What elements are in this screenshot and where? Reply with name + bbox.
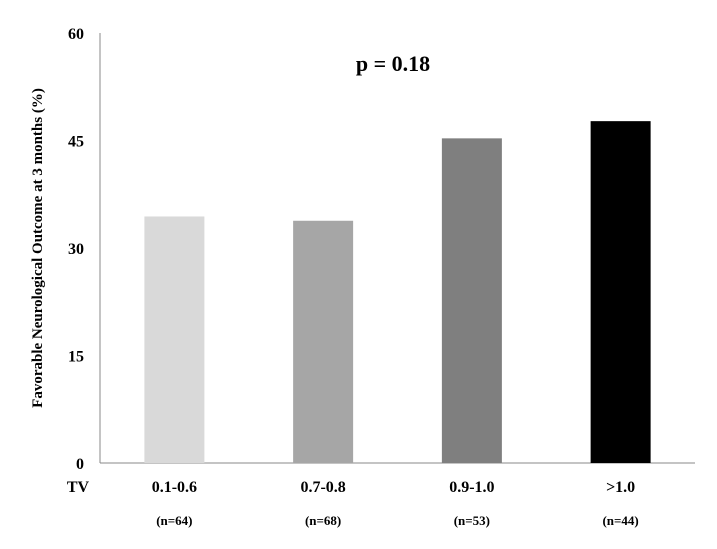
y-ticks: 0 15 30 45 60	[68, 26, 84, 473]
bars	[144, 121, 651, 464]
x-tick-label: 0.1-0.6	[152, 479, 197, 496]
y-tick-label: 15	[68, 349, 84, 366]
x-prefix-label: TV	[67, 479, 90, 496]
bar-3	[441, 138, 502, 463]
y-axis-label: Favorable Neurological Outcome at 3 mont…	[30, 88, 46, 408]
y-tick-label: 0	[76, 456, 84, 473]
p-value-annotation: p = 0.18	[356, 51, 430, 76]
y-tick-label: 45	[68, 134, 84, 151]
x-tick-label: 0.7-0.8	[300, 479, 345, 496]
x-tick-label: 0.9-1.0	[449, 479, 494, 496]
sample-size-label: (n=53)	[454, 513, 490, 528]
sample-size-label: (n=44)	[602, 513, 638, 528]
bar-1	[144, 216, 205, 463]
bar-4	[590, 121, 651, 464]
bar-2	[293, 220, 354, 463]
y-axis-title-group: Favorable Neurological Outcome at 3 mont…	[30, 88, 46, 408]
x-tick-labels: 0.1-0.6 (n=64) 0.7-0.8 (n=68) 0.9-1.0 (n=53) >…	[152, 479, 639, 528]
y-tick-label: 30	[68, 241, 84, 258]
y-tick-label: 60	[68, 26, 84, 43]
x-tick-label: >1.0	[606, 479, 635, 496]
sample-size-label: (n=64)	[156, 513, 192, 528]
sample-size-label: (n=68)	[305, 513, 341, 528]
